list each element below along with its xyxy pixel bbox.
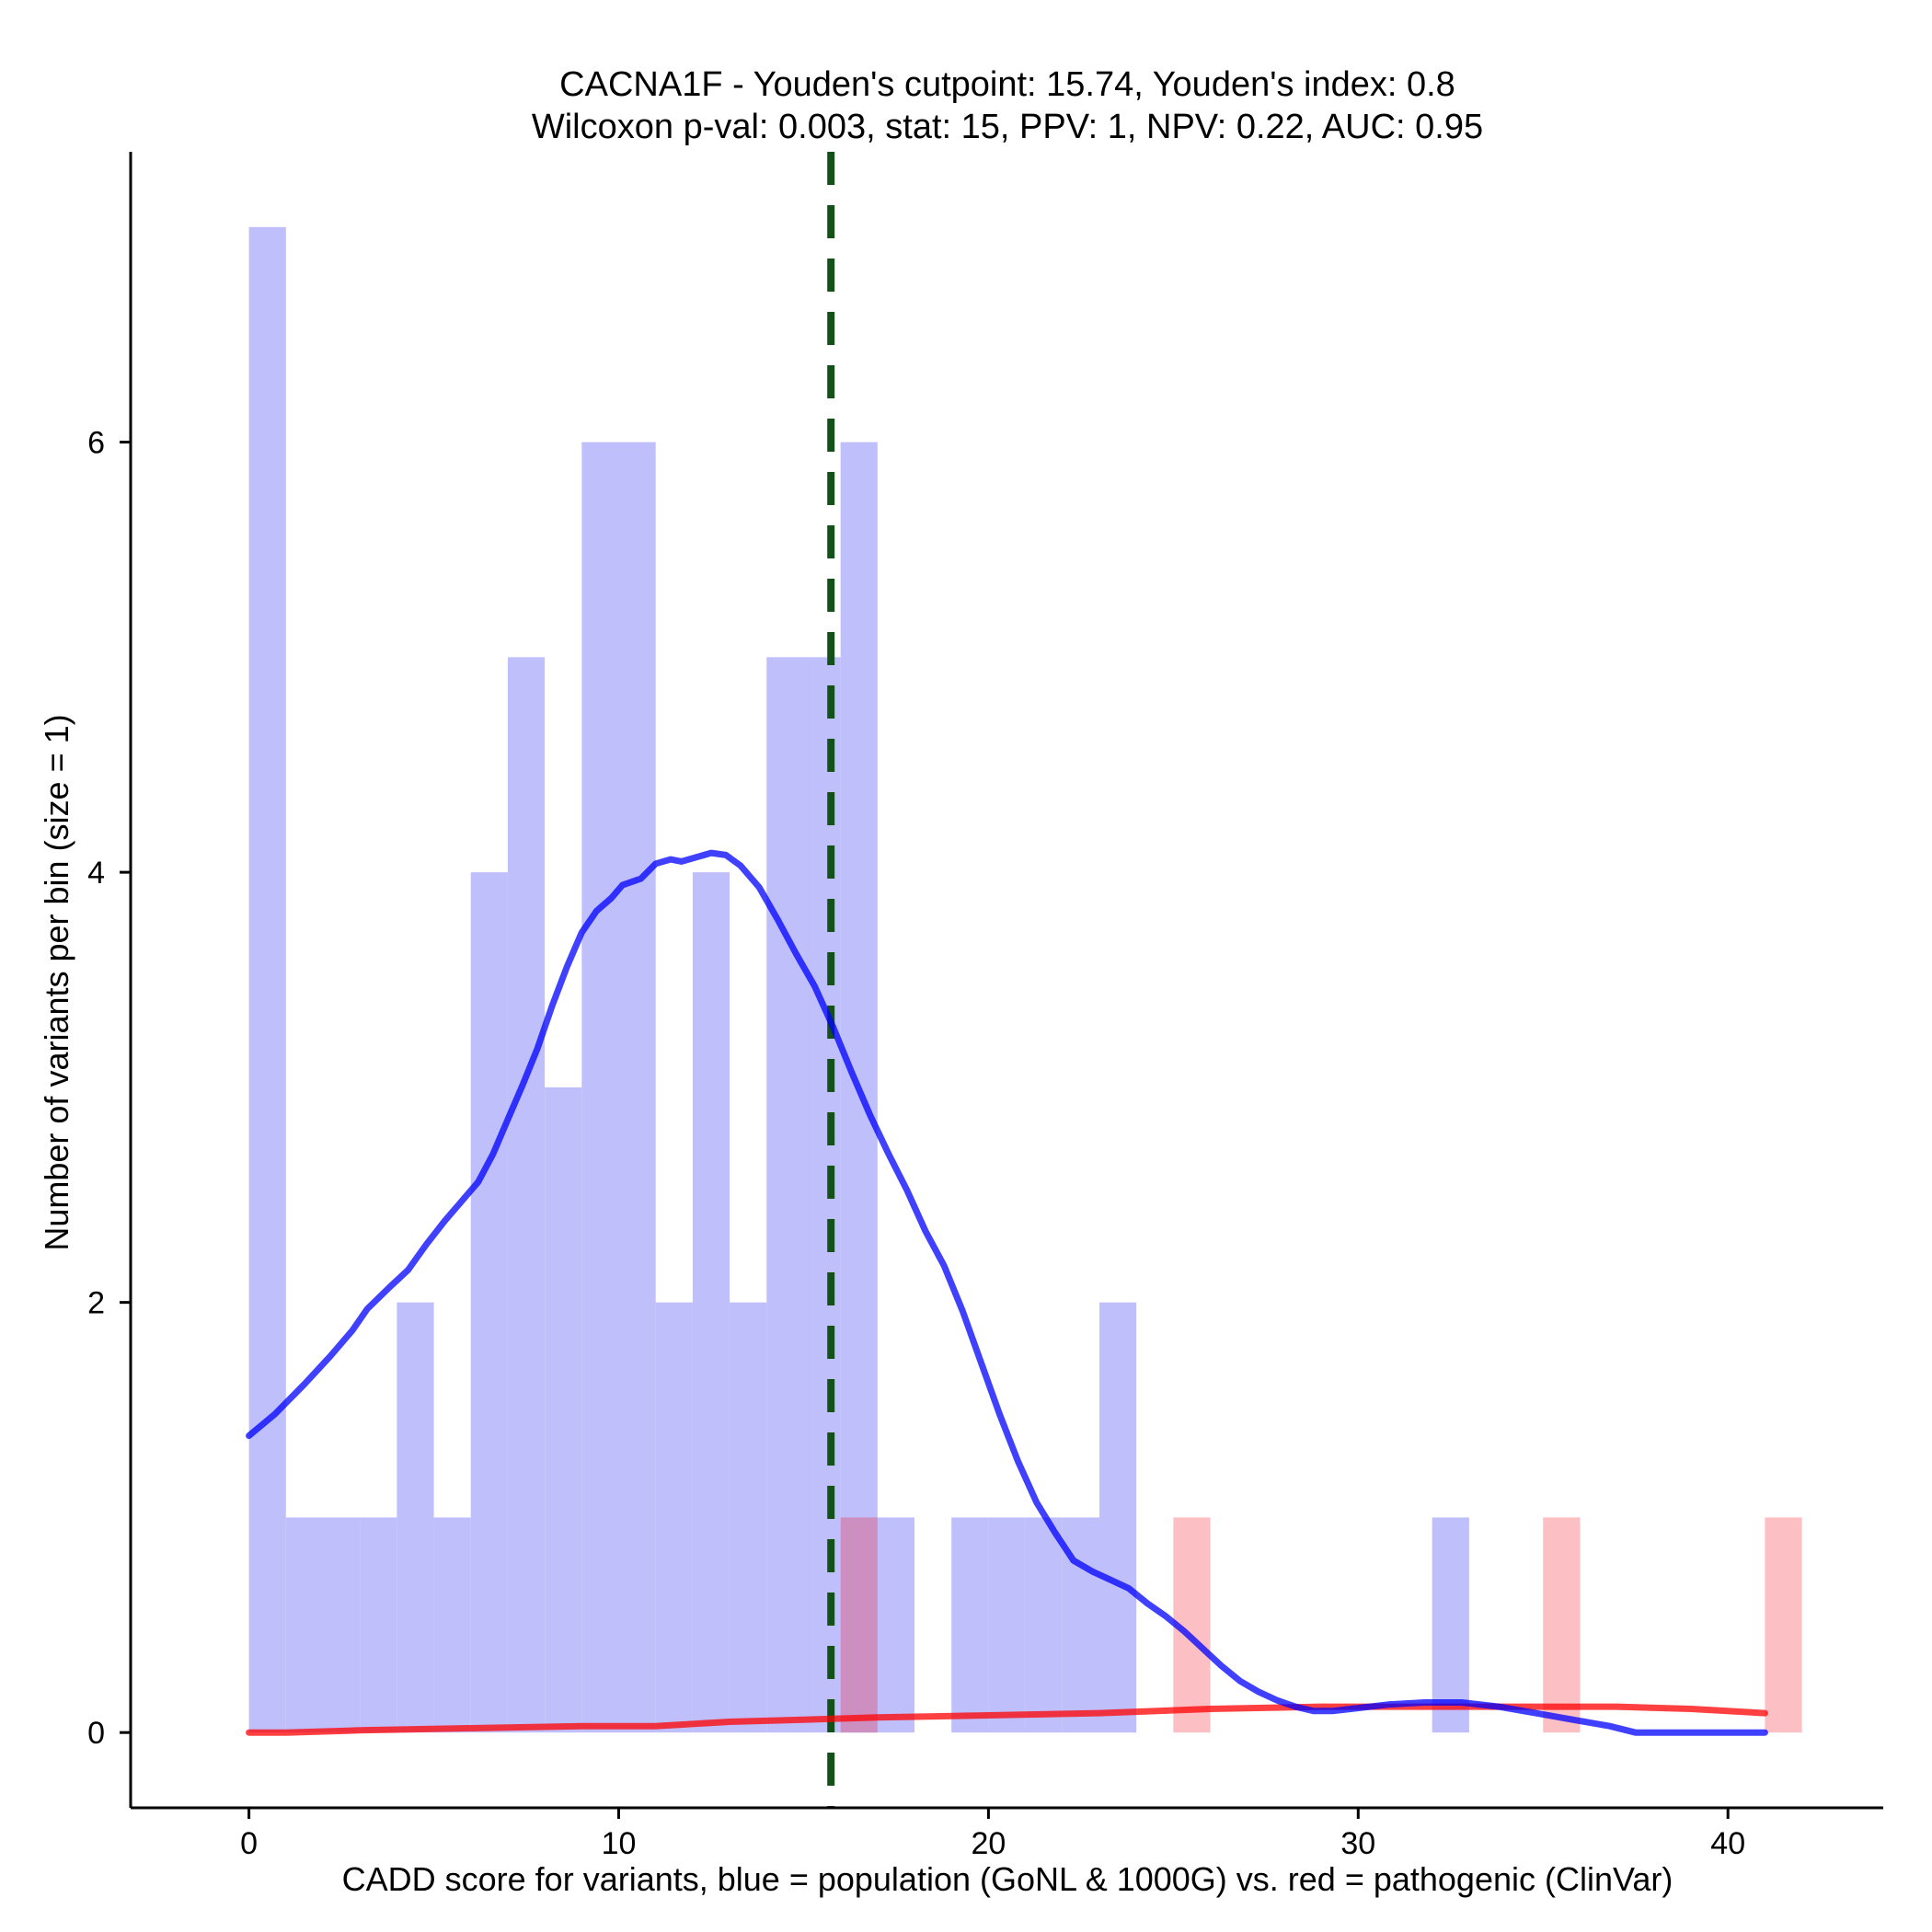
pathogenic-bar — [1765, 1517, 1802, 1733]
y-axis-label: Number of variants per bin (size = 1) — [38, 714, 75, 1250]
histogram-bars — [248, 226, 1802, 1733]
population-bar — [766, 657, 804, 1733]
y-tick-label: 6 — [87, 426, 105, 461]
population-bar — [1432, 1517, 1469, 1733]
pathogenic-bar — [1543, 1517, 1581, 1733]
population-bar — [507, 657, 546, 1733]
population-bar — [988, 1517, 1026, 1733]
population-bar — [322, 1517, 361, 1733]
population-bar — [545, 1087, 582, 1733]
population-bar — [877, 1517, 915, 1733]
population-bar — [285, 1517, 323, 1733]
y-tick-label: 0 — [87, 1716, 105, 1751]
overlap-bar — [840, 1517, 878, 1733]
y-tick-label: 2 — [87, 1286, 105, 1321]
population-bar — [803, 657, 841, 1733]
population-bar — [581, 442, 619, 1733]
x-tick-label: 40 — [1710, 1826, 1745, 1861]
title-line-2: Wilcoxon p-val: 0.003, stat: 15, PPV: 1,… — [532, 108, 1483, 146]
population-bar — [397, 1302, 434, 1733]
population-bar — [248, 226, 286, 1733]
population-bar — [655, 1302, 693, 1733]
population-bar — [692, 872, 730, 1733]
population-density-curve — [246, 849, 1768, 1736]
pathogenic-density-curve — [246, 1703, 1768, 1736]
population-bar — [360, 1517, 397, 1733]
population-bar — [1025, 1517, 1063, 1733]
y-tick-label: 4 — [87, 856, 105, 891]
x-axis-label: CADD score for variants, blue = populati… — [342, 1860, 1673, 1898]
x-tick-label: 20 — [971, 1826, 1006, 1861]
population-bar — [1098, 1302, 1137, 1733]
x-tick-label: 30 — [1340, 1826, 1375, 1861]
population-bar — [951, 1517, 989, 1733]
axes: 0 10 20 30 40 0 2 4 6 — [87, 152, 1883, 1861]
population-bar — [730, 1302, 767, 1733]
title-line-1: CACNA1F - Youden's cutpoint: 15.74, Youd… — [559, 65, 1455, 104]
x-tick-label: 10 — [602, 1826, 637, 1861]
density-curves — [246, 849, 1768, 1736]
population-bar — [433, 1517, 471, 1733]
x-tick-label: 0 — [240, 1826, 258, 1861]
population-bar — [470, 872, 508, 1733]
chart-title: CACNA1F - Youden's cutpoint: 15.74, Youd… — [532, 65, 1483, 146]
population-bar — [618, 442, 656, 1733]
